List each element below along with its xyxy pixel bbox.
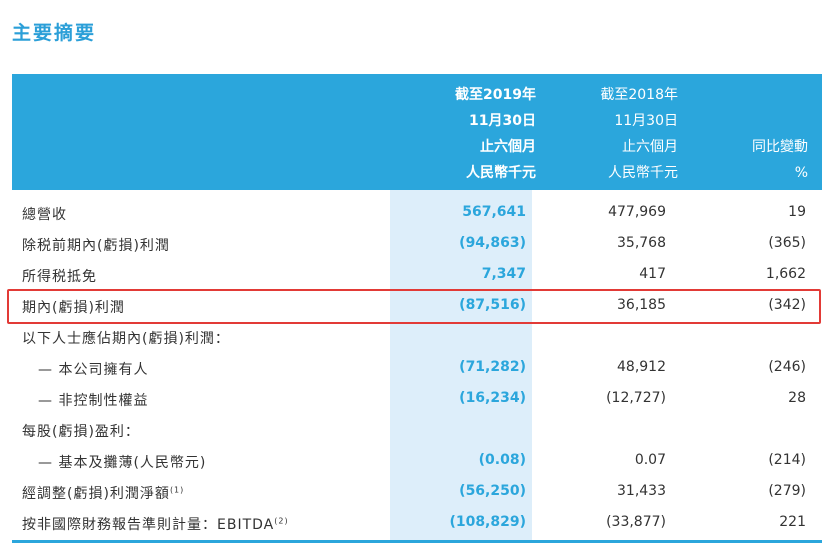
highlight-box <box>7 289 821 324</box>
table-row: 以下人士應佔期內(虧損)利潤： <box>12 323 822 353</box>
value-2019: 7,347 <box>481 266 526 282</box>
value-2018: 36,185 <box>617 297 666 313</box>
value-2018: 0.07 <box>634 452 666 468</box>
value-2019: (87,516) <box>459 297 526 313</box>
row-label: — 本公司擁有人 <box>38 362 149 378</box>
table-row: — 基本及攤薄(人民幣元) (0.08) 0.07 (214) <box>12 447 822 477</box>
value-change: 221 <box>779 514 806 530</box>
row-label: 經調整(虧損)利潤淨額(1) <box>22 485 185 502</box>
value-2018: 35,768 <box>617 235 666 251</box>
header-col-2018: 截至2018年 11月30日 止六個月 人民幣千元 <box>600 87 678 181</box>
value-2019: (108,829) <box>449 514 526 530</box>
value-change: (365) <box>768 235 806 251</box>
header-col-change: 同比變動 % <box>752 139 808 181</box>
table-bottom-border <box>12 540 822 543</box>
table-row: 每股(虧損)盈利： <box>12 416 822 446</box>
value-2019: 567,641 <box>462 204 526 220</box>
row-label: — 基本及攤薄(人民幣元) <box>38 455 207 471</box>
table-row: 按非國際財務報告準則計量：EBITDA(2) (108,829) (33,877… <box>12 509 822 539</box>
value-2019: (0.08) <box>478 452 526 468</box>
row-label: 總營收 <box>22 207 67 223</box>
row-label: — 非控制性權益 <box>38 393 149 409</box>
value-change: (246) <box>768 359 806 375</box>
value-2019: (16,234) <box>459 390 526 406</box>
table-row: 所得税抵免 7,347 417 1,662 <box>12 261 822 291</box>
value-change: 1,662 <box>765 266 806 282</box>
row-label: 按非國際財務報告準則計量：EBITDA(2) <box>22 516 289 533</box>
table-row: 總營收 567,641 477,969 19 <box>12 199 822 229</box>
value-change: (214) <box>768 452 806 468</box>
value-2018: 417 <box>639 266 666 282</box>
value-2018: 477,969 <box>608 204 666 220</box>
table-row: — 本公司擁有人 (71,282) 48,912 (246) <box>12 354 822 384</box>
table-header: 截至2019年 11月30日 止六個月 人民幣千元 截至2018年 11月30日… <box>12 74 822 190</box>
row-label: 除税前期內(虧損)利潤 <box>22 238 170 254</box>
row-label: 期內(虧損)利潤 <box>22 300 125 316</box>
footnote-marker: (2) <box>274 516 289 526</box>
header-col-2019: 截至2019年 11月30日 止六個月 人民幣千元 <box>455 87 536 181</box>
table-row: 除税前期內(虧損)利潤 (94,863) 35,768 (365) <box>12 230 822 260</box>
value-2018: (33,877) <box>606 514 666 530</box>
table-row: — 非控制性權益 (16,234) (12,727) 28 <box>12 385 822 415</box>
value-2019: (56,250) <box>459 483 526 499</box>
value-2018: (12,727) <box>606 390 666 406</box>
value-2018: 31,433 <box>617 483 666 499</box>
value-2018: 48,912 <box>617 359 666 375</box>
table-row: 經調整(虧損)利潤淨額(1) (56,250) 31,433 (279) <box>12 478 822 508</box>
value-2019: (71,282) <box>459 359 526 375</box>
value-2019: (94,863) <box>459 235 526 251</box>
value-change: (279) <box>768 483 806 499</box>
row-label: 所得税抵免 <box>22 269 97 285</box>
highlight-column-2019 <box>390 190 532 540</box>
row-label: 以下人士應佔期內(虧損)利潤： <box>22 331 230 347</box>
footnote-marker: (1) <box>169 485 185 495</box>
row-label: 每股(虧損)盈利： <box>22 424 140 440</box>
value-change: 19 <box>788 204 806 220</box>
page-title: 主要摘要 <box>12 22 97 44</box>
value-change: (342) <box>768 297 806 313</box>
table-row: 期內(虧損)利潤 (87,516) 36,185 (342) <box>12 292 822 322</box>
value-change: 28 <box>788 390 806 406</box>
